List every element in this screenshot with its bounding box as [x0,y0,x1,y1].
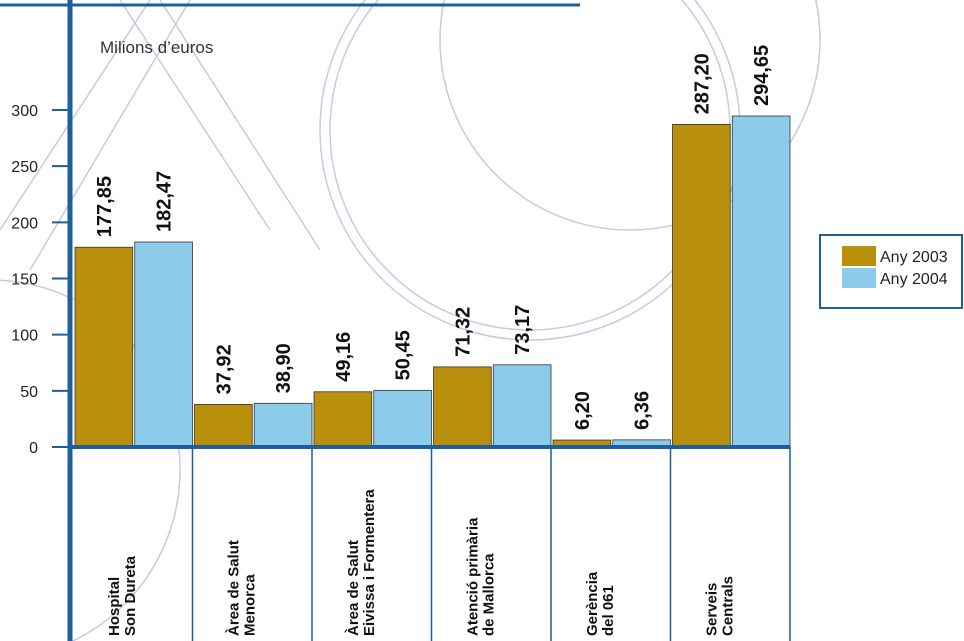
value-label: 294,65 [751,45,773,106]
y-tick-label: 300 [11,103,38,120]
bar [492,364,552,448]
x-tick-label: Gerènciadel 061 [584,571,617,636]
bar [313,391,373,448]
bar [74,246,134,448]
value-label: 177,85 [94,176,116,237]
x-tick-label-line: Menorca [241,574,258,636]
y-tick-label: 0 [29,440,38,457]
x-tick-label-line: del 061 [600,585,617,636]
x-tick-label-line: Serveis [703,583,720,636]
y-tick-label: 100 [11,328,38,345]
value-label: 49,16 [333,332,355,382]
y-tick-label: 150 [11,272,38,289]
x-tick-label-line: Àrea de Salut [345,540,362,636]
unit-label: Milions d’euros [100,38,213,57]
x-tick-label-line: Son Dureta [122,555,139,636]
x-tick-label-line: Atenció primària [464,517,481,636]
bar [253,402,313,448]
x-tick-label: Atenció primàriade Mallorca [464,517,497,636]
x-tick-label-line: Gerència [584,571,601,636]
bar [134,241,193,448]
x-tick-label-line: Centrals [719,576,736,636]
value-label: 287,20 [691,53,713,114]
y-tick-label: 250 [11,159,38,176]
value-label: 71,32 [452,307,474,357]
x-tick-label-line: de Mallorca [480,553,497,636]
x-tick-label: Àrea de SalutEivissa i Formentera [345,489,378,636]
bar [672,123,731,448]
y-tick-label: 50 [20,384,38,401]
value-label: 37,92 [213,344,235,394]
legend-swatch [842,268,876,288]
x-tick-label-line: Hospital [106,577,123,636]
value-label: 73,17 [512,305,534,355]
value-label: 38,90 [273,343,295,393]
x-tick-label: Àrea de SalutMenorca [225,540,258,636]
value-label: 6,20 [572,391,594,430]
bar [731,115,791,448]
bar [373,389,432,448]
x-tick-label: ServeisCentrals [703,576,736,636]
bar [194,404,253,448]
legend-swatch [842,246,876,266]
value-label: 6,36 [632,391,654,430]
legend-label: Any 2003 [880,249,948,266]
x-tick-label: HospitalSon Dureta [106,555,139,636]
legend-label: Any 2004 [880,271,948,288]
value-label: 182,47 [154,171,176,232]
x-tick-label-line: Eivissa i Formentera [361,489,378,636]
bar [433,366,492,448]
x-tick-label-line: Àrea de Salut [225,540,242,636]
value-label: 50,45 [393,330,415,380]
y-tick-label: 200 [11,215,38,232]
